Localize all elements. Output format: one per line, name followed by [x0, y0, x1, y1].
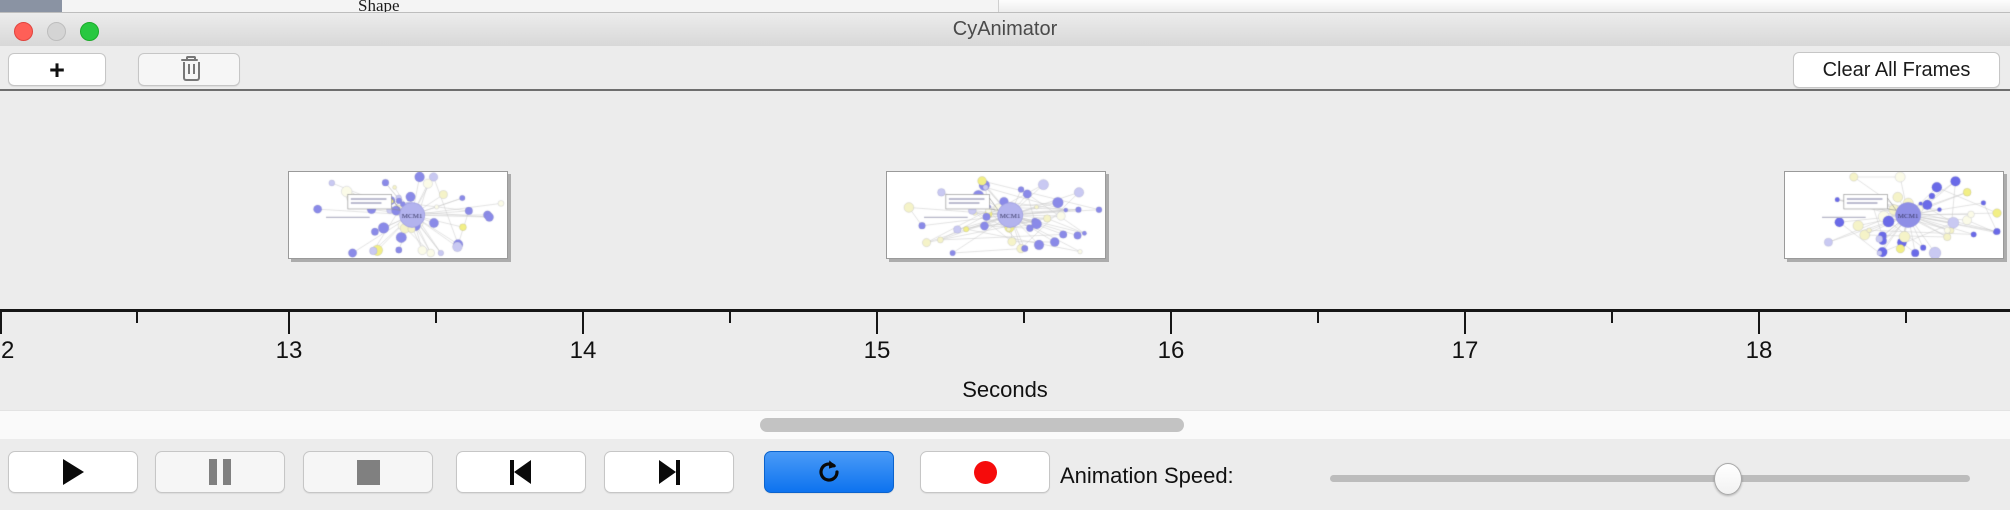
skip-forward-icon	[658, 459, 680, 485]
minimize-button[interactable]	[47, 22, 66, 41]
ruler-tick-major	[288, 312, 290, 334]
ruler-tick-label: 16	[1157, 337, 1185, 364]
background-window-dark-tab	[0, 0, 62, 13]
ruler-tick-major	[1758, 312, 1760, 334]
pause-button[interactable]	[155, 451, 285, 493]
playback-control-bar: Animation Speed:	[0, 439, 2010, 510]
ruler-tick-label: 12	[0, 337, 15, 364]
delete-frame-button[interactable]	[138, 53, 240, 86]
skip-to-start-button[interactable]	[456, 451, 586, 493]
play-button[interactable]	[8, 451, 138, 493]
ruler-tick-minor	[435, 312, 437, 323]
background-window-strip: Shape	[0, 0, 2010, 13]
traffic-lights	[14, 22, 99, 41]
animation-speed-slider-knob[interactable]	[1713, 463, 1742, 495]
ruler-tick-label: 14	[569, 337, 597, 364]
ruler-tick-label: 17	[1451, 337, 1479, 364]
ruler-tick-minor	[729, 312, 731, 323]
animation-speed-label: Animation Speed:	[1060, 463, 1234, 488]
loop-icon	[819, 460, 839, 482]
close-button[interactable]	[14, 22, 33, 41]
record-icon	[973, 460, 997, 484]
frame-thumbnail-image	[1785, 172, 2003, 258]
skip-back-icon	[510, 459, 532, 485]
stop-button[interactable]	[303, 451, 433, 493]
frame-thumbnail-3[interactable]	[1784, 171, 2004, 259]
ruler-tick-major	[876, 312, 878, 334]
background-window-label: Shape	[358, 0, 400, 13]
loop-button[interactable]	[764, 451, 894, 493]
toolbar-separator	[0, 89, 2010, 91]
clear-all-frames-button[interactable]: Clear All Frames	[1793, 52, 2000, 88]
add-frame-button[interactable]: +	[8, 53, 106, 86]
ruler-tick-major	[582, 312, 584, 334]
ruler-tick-minor	[1023, 312, 1025, 323]
skip-to-end-button[interactable]	[604, 451, 734, 493]
background-window-divider	[0, 12, 2010, 13]
background-window-segment	[918, 0, 999, 13]
ruler-tick-label: 15	[863, 337, 891, 364]
ruler-tick-label: 18	[1745, 337, 1773, 364]
ruler-tick-minor	[1317, 312, 1319, 323]
ruler-tick-minor	[1905, 312, 1907, 323]
ruler-tick-major	[1170, 312, 1172, 334]
record-button[interactable]	[920, 451, 1050, 493]
axis-title: Seconds	[962, 377, 1048, 402]
ruler-baseline	[0, 309, 2010, 312]
scrollbar-thumb[interactable]	[760, 418, 1184, 432]
title-bar: CyAnimator	[0, 13, 2010, 47]
ruler-tick-major	[0, 312, 2, 334]
timeline-ruler: 12 13 14 15 16 17 18 Seconds	[0, 309, 2010, 410]
ruler-tick-minor	[1611, 312, 1613, 323]
ruler-tick-label: 13	[275, 337, 303, 364]
trash-icon	[180, 56, 200, 81]
timeline-horizontal-scrollbar[interactable]	[0, 410, 2010, 440]
frame-thumbnail-1[interactable]	[288, 171, 508, 259]
ruler-tick-minor	[136, 312, 138, 323]
stop-icon	[356, 459, 380, 485]
frame-thumbnail-2[interactable]	[886, 171, 1106, 259]
pause-icon	[209, 459, 231, 485]
frame-thumbnail-image	[887, 172, 1105, 258]
animation-speed-slider[interactable]	[1330, 463, 1970, 495]
zoom-button[interactable]	[80, 22, 99, 41]
toolbar: + Clear All Frames	[0, 46, 2010, 90]
timeline-panel[interactable]: 12 13 14 15 16 17 18 Seconds	[0, 91, 2010, 410]
play-icon	[62, 459, 84, 485]
ruler-tick-major	[1464, 312, 1466, 334]
frame-thumbnail-image	[289, 172, 507, 258]
window-title: CyAnimator	[952, 18, 1058, 40]
